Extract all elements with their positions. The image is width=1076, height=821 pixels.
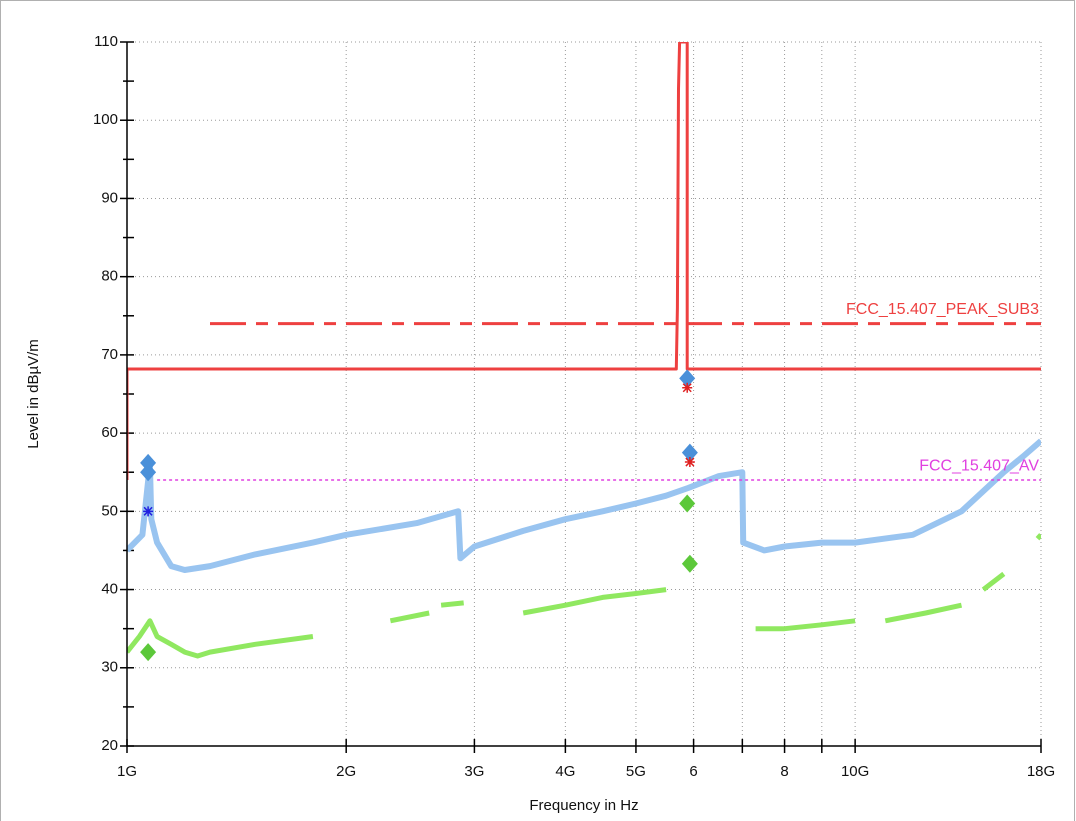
series-line <box>127 438 1041 573</box>
x-tick-label: 4G <box>555 763 575 780</box>
marker-asterisk <box>143 506 154 517</box>
y-tick-label: 70 <box>101 346 118 363</box>
limit-label: FCC_15.407_PEAK_SUB3 <box>846 301 1039 318</box>
marker-diamond <box>679 494 696 513</box>
y-tick-label: 30 <box>101 659 118 676</box>
y-tick-label: 50 <box>101 502 118 519</box>
marker-diamond <box>140 463 157 482</box>
x-tick-label: 10G <box>841 763 869 780</box>
x-tick-label: 5G <box>626 763 646 780</box>
x-tick-label: 6 <box>689 763 697 780</box>
marker-diamond <box>679 369 696 388</box>
marker-diamond <box>140 453 157 472</box>
x-tick-label: 3G <box>464 763 484 780</box>
x-tick-label: 1G <box>117 763 137 780</box>
plot-area <box>127 42 1041 662</box>
marker-diamond <box>681 443 698 462</box>
marker-asterisk <box>682 382 693 393</box>
marker-diamond <box>681 554 698 573</box>
y-tick-label: 20 <box>101 737 118 754</box>
x-tick-label: 18G <box>1027 763 1055 780</box>
y-tick-label: 60 <box>101 424 118 441</box>
marker-diamond <box>140 643 157 662</box>
y-tick-label: 80 <box>101 268 118 285</box>
y-tick-label: 90 <box>101 189 118 206</box>
marker-asterisk <box>684 457 695 468</box>
y-axis-title: Level in dBµV/m <box>25 339 42 449</box>
y-tick-label: 40 <box>101 581 118 598</box>
series-line <box>127 42 1041 480</box>
y-tick-label: 100 <box>93 111 118 128</box>
x-tick-label: 2G <box>336 763 356 780</box>
limit-label: FCC_15.407_AV <box>919 457 1039 474</box>
series-line <box>127 533 1041 659</box>
x-axis-title: Frequency in Hz <box>529 797 638 814</box>
y-tick-label: 110 <box>94 33 118 50</box>
x-tick-label: 8 <box>780 763 788 780</box>
